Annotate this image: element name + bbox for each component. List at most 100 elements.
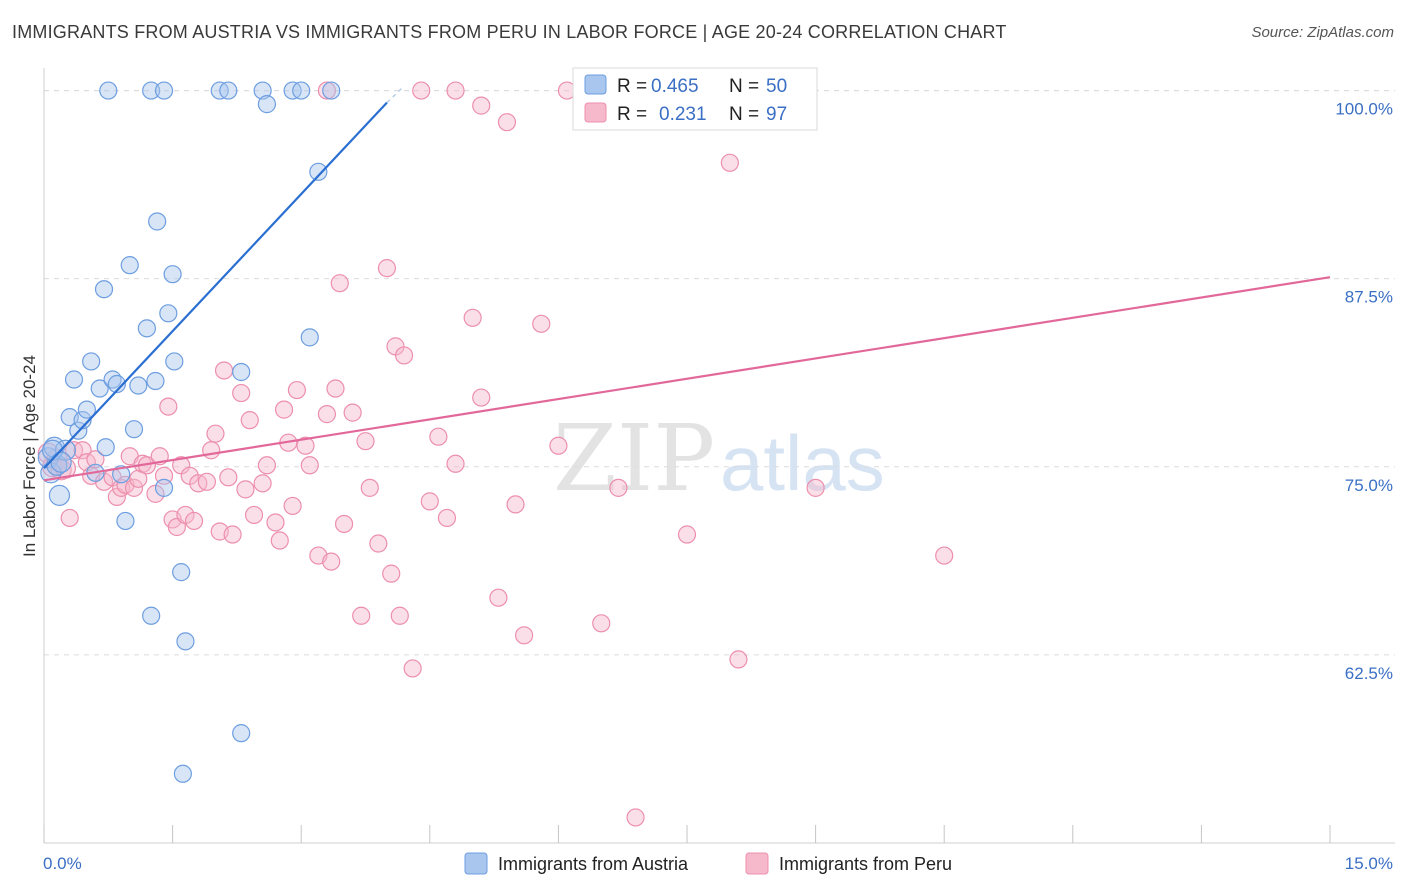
austria-point-38 [99,81,118,100]
y-tick-label-2: 87.5% [1345,288,1393,307]
peru-point-63 [377,259,397,278]
peru-point-9 [86,450,105,469]
legend-austria-r-value: 0.465 [651,76,699,97]
peru-point-4 [60,508,79,528]
peru-point-51 [300,456,319,475]
austria-point-13 [90,379,109,398]
legend-peru-r-value: 0.231 [659,104,707,125]
legend-swatch-austria [584,74,607,95]
austria-point-25 [146,371,165,391]
peru-point-86 [729,650,748,669]
peru-point-59 [352,606,371,625]
austria-trend-line [43,101,388,470]
peru-point-54 [322,552,341,571]
peru-point-70 [429,427,448,446]
peru-point-91 [446,81,465,100]
peru-point-50 [296,436,315,455]
austria-point-32 [173,764,192,783]
peru-point-42 [253,474,272,493]
peru-point-90 [412,81,431,100]
austria-point-10 [77,400,96,419]
peru-point-36 [219,468,238,487]
legend-peru-r-label: R = [617,104,647,125]
peru-point-53 [317,405,337,424]
peru-point-78 [515,626,534,645]
austria-point-26 [148,212,167,231]
peru-point-68 [403,659,422,678]
peru-point-66 [390,606,409,625]
peru-point-80 [549,436,568,455]
peru-point-60 [356,432,375,451]
source-label: Source: ZipAtlas.com [1251,24,1394,41]
peru-point-29 [184,511,204,531]
legend-austria-r-label: R = [617,76,647,97]
austria-point-37 [309,162,328,181]
y-tick-labels: 62.5% 75.0% 87.5% 100.0% [1335,100,1393,683]
austria-point-17 [107,374,126,394]
peru-point-74 [472,388,491,407]
peru-point-85 [720,153,739,172]
austria-point-11 [82,352,101,371]
austria-point-5 [54,439,77,461]
peru-point-92 [472,96,491,115]
stats-legend: R = 0.465 N = 50 R = 0.231 N = 97 [572,67,818,131]
austria-point-46 [292,81,311,100]
legend-austria-n-label: N = [729,76,759,97]
peru-point-55 [326,379,345,398]
peru-point-39 [236,480,255,499]
bottom-legend-swatch-austria [464,852,488,875]
austria-point-43 [253,81,272,100]
peru-point-45 [270,531,289,550]
peru-point-32 [202,441,221,460]
austria-point-15 [96,438,115,457]
peru-point-58 [343,403,362,422]
peru-point-38 [232,383,251,403]
peru-point-79 [532,314,551,333]
austria-point-39 [142,81,161,100]
peru-point-40 [240,411,259,430]
legend-peru-n-label: N = [729,104,759,125]
peru-point-87 [806,478,825,497]
x-tick-label-max: 15.0% [1345,854,1393,873]
austria-point-30 [165,352,184,371]
peru-point-43 [257,456,277,475]
austria-point-31 [172,563,191,582]
peru-point-83 [626,808,645,827]
peru-point-56 [330,274,349,293]
peru-point-82 [609,478,628,497]
y-tick-label-3: 100.0% [1335,100,1393,119]
peru-point-77 [506,495,525,514]
austria-point-24 [142,606,161,625]
peru-point-48 [283,496,302,516]
austria-point-29 [163,265,182,284]
x-tick-label-min: 0.0% [43,854,82,873]
peru-point-16 [124,478,144,497]
legend-swatch-peru [584,102,607,123]
peru-point-81 [592,614,611,633]
peru-point-69 [420,492,439,511]
peru-point-49 [287,380,307,400]
peru-point-23 [159,397,178,416]
peru-point-46 [274,400,294,419]
bottom-legend-peru: Immigrants from Peru [779,854,952,874]
austria-series [37,81,341,783]
peru-point-41 [244,505,264,525]
peru-point-44 [266,513,285,532]
bottom-legend-austria: Immigrants from Austria [498,854,689,874]
austria-point-20 [120,256,139,275]
peru-point-67 [394,346,414,365]
peru-trend-line [43,276,1331,482]
legend-peru-n-value: 97 [766,104,787,125]
austria-point-28 [159,304,178,323]
trend-lines [43,85,1331,482]
austria-point-42 [219,81,238,100]
austria-point-40 [154,81,174,100]
bottom-legend-swatch-peru [745,852,769,875]
austria-point-35 [232,362,251,382]
peru-point-17 [129,469,148,488]
peru-point-33 [206,424,225,443]
austria-point-34 [232,724,251,743]
austria-point-18 [112,465,131,484]
peru-point-76 [497,113,517,132]
